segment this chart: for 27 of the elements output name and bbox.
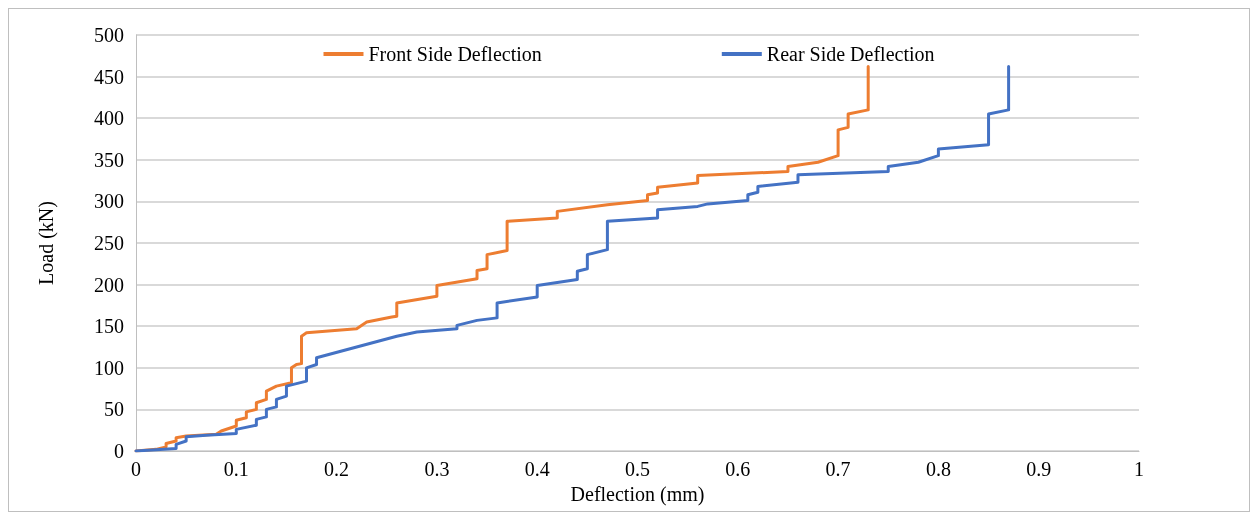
x-tick-label: 0.5	[625, 458, 650, 480]
x-tick-label: 0.9	[1026, 458, 1052, 480]
x-tick-label: 0.7	[825, 458, 851, 480]
y-tick-label: 100	[94, 356, 124, 379]
y-tick-label: 50	[104, 398, 124, 421]
x-tick-label: 0.3	[424, 458, 450, 480]
x-tick-label: 0.1	[223, 458, 249, 480]
x-tick-label: 0	[131, 458, 141, 480]
y-tick-label: 500	[94, 24, 124, 46]
y-tick-label: 450	[94, 65, 124, 88]
y-tick-label: 350	[94, 148, 124, 171]
legend-label: Front Side Deflection	[368, 43, 542, 65]
y-tick-label: 300	[94, 190, 124, 213]
line-series	[134, 65, 1011, 453]
legend-label: Rear Side Deflection	[766, 43, 935, 65]
x-axis-title: Deflection (mm)	[570, 482, 705, 506]
x-tick-label: 1	[1134, 458, 1144, 480]
x-tick-label: 0.4	[524, 458, 550, 480]
y-tick-label: 200	[94, 273, 124, 296]
y-tick-label: 0	[114, 440, 124, 462]
y-axis-title: Load (kN)	[35, 201, 58, 285]
y-tick-label: 150	[94, 315, 124, 338]
x-tick-label: 0.6	[725, 458, 751, 480]
y-tick-label: 400	[94, 107, 124, 130]
x-tick-label: 0.2	[324, 458, 350, 480]
y-tick-label: 250	[94, 232, 124, 254]
x-tick-label: 0.8	[925, 458, 951, 480]
